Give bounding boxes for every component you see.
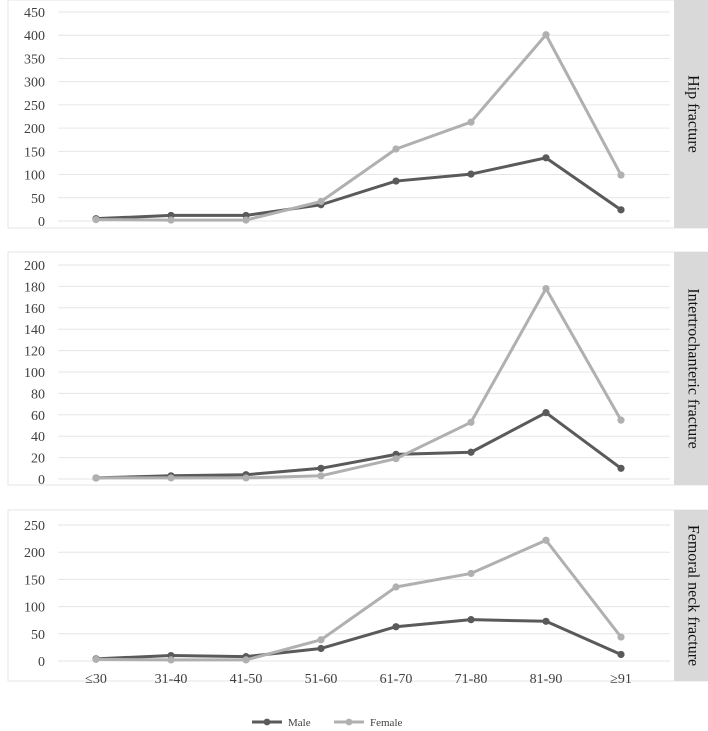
male-series-line [94,156,623,221]
y-tick-label: 0 [38,215,45,230]
male-data-point [467,616,475,624]
female-data-point [467,118,475,126]
x-tick-label: 61-70 [380,672,413,687]
x-tick-label: ≥91 [610,672,632,687]
x-tick-label: 41-50 [230,672,263,687]
panel-1: 0 50 100 150 200 250 300 350 400 450 Hip fracture [7,0,708,230]
y-tick-label: 50 [31,628,45,643]
facet-title: Hip fracture [684,75,701,153]
y-tick-label: 180 [24,280,45,295]
legend-male-marker [263,718,271,726]
male-data-point [542,617,550,625]
y-tick-label: 200 [24,546,45,561]
facet-strip [674,510,708,681]
female-series-line [94,287,623,480]
male-data-point [317,644,325,653]
facet-strip [674,0,708,228]
female-data-point [167,216,175,224]
female-data-point [542,31,550,39]
female-data-point [92,655,100,663]
y-tick-label: 150 [24,145,45,160]
y-tick-label: 450 [24,6,45,21]
female-data-point [617,171,625,179]
male-data-point [317,464,325,472]
legend-male-label: Male [288,717,311,729]
female-data-point [317,472,325,480]
female-data-point [167,656,175,664]
y-tick-label: 60 [31,409,45,424]
legend-female-marker [345,718,353,726]
male-data-point [617,206,625,214]
y-tick-label: 100 [24,601,45,616]
male-data-point [467,448,475,456]
male-data-point [542,409,550,417]
female-data-point [617,633,625,641]
facet-title: Intertrochanteric fracture [684,288,701,448]
female-data-point [392,455,400,463]
y-tick-label: 20 [31,452,45,467]
male-series-line [94,618,623,661]
y-tick-label: 0 [38,655,45,670]
y-tick-label: 250 [24,99,45,114]
female-data-point [542,536,550,544]
y-tick-label: 0 [38,473,45,488]
y-tick-label: 400 [24,29,45,44]
panel-2: 0 20 40 60 80 100 120 140 160 180 200 Intertrochant… [7,251,708,488]
y-tick-label: 200 [24,122,45,137]
y-tick-label: 100 [24,366,45,381]
y-tick-label: 100 [24,169,45,184]
female-data-point [92,474,100,482]
y-tick-label: 160 [24,302,45,317]
female-series-line [94,33,623,222]
y-tick-label: 200 [24,259,45,274]
female-data-point [242,216,250,224]
y-tick-label: 80 [31,387,45,402]
female-data-point [392,583,400,591]
male-series-line [94,411,623,480]
x-tick-label: 31-40 [155,672,188,687]
x-tick-label: ≤30 [85,672,107,687]
male-data-point [392,177,400,185]
y-tick-label: 140 [24,323,45,338]
male-data-point [542,154,550,162]
x-tick-label: 71-80 [455,672,488,687]
female-data-point [392,145,400,153]
female-data-point [467,569,475,578]
y-tick-label: 120 [24,345,45,360]
female-data-point [317,636,325,644]
y-tick-label: 40 [31,430,45,445]
female-data-point [542,284,550,293]
legend-female-label: Female [370,717,402,729]
panel-3: 0 50 100 150 200 250 Femoral neck fracture ≤30 3… [7,509,708,687]
y-tick-label: 150 [24,573,45,588]
male-data-point [617,650,625,659]
female-series-line [94,538,623,662]
legend: Male Female [252,717,402,729]
male-data-point [617,464,625,472]
female-data-point [92,216,100,224]
female-data-point [242,474,250,482]
female-data-point [242,656,250,664]
female-data-point [467,418,475,426]
y-tick-label: 350 [24,52,45,67]
y-tick-label: 50 [31,192,45,207]
female-data-point [317,197,325,206]
female-data-point [167,474,175,482]
panel-border [7,251,708,486]
y-tick-label: 250 [24,519,45,534]
x-tick-label: 51-60 [305,672,338,687]
facet-strip [674,252,708,485]
y-tick-label: 300 [24,76,45,91]
female-data-point [617,416,625,424]
male-data-point [392,623,400,631]
x-tick-label: 81-90 [530,672,563,687]
panel-border [7,509,708,682]
male-data-point [467,170,475,178]
facet-title: Femoral neck fracture [684,525,701,666]
